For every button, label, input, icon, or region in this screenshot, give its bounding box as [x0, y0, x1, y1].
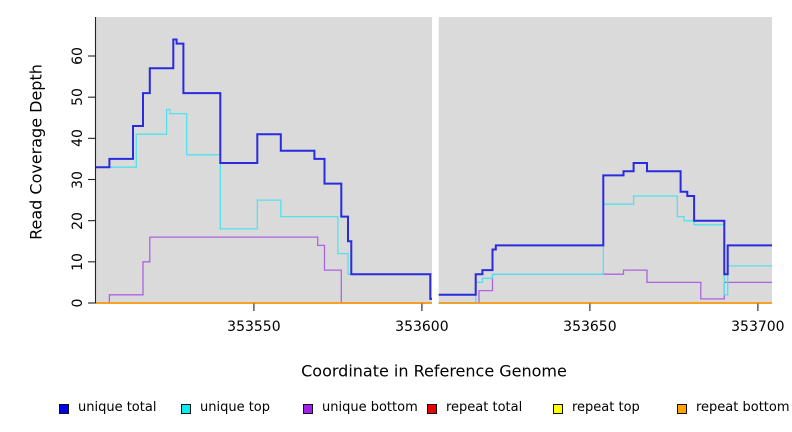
x-tick-label-353600: 353600: [395, 319, 449, 335]
legend-swatch-icon: [181, 404, 191, 414]
legend-swatch-icon: [677, 404, 687, 414]
x-tick-label-353650: 353650: [563, 319, 617, 335]
legend-label: repeat total: [446, 400, 523, 415]
legend-label: unique total: [78, 400, 157, 415]
y-axis-title: Read Coverage Depth: [26, 64, 46, 240]
legend-label: repeat bottom: [696, 400, 790, 415]
y-tick-label-40: 40: [70, 129, 86, 148]
series-unique-top-line-1: [96, 108, 432, 275]
legend-label: repeat top: [572, 400, 640, 415]
x-tick-label-353550: 353550: [227, 319, 281, 335]
y-tick-label-10: 10: [70, 252, 86, 271]
y-tick-label-60: 60: [70, 47, 86, 65]
y-tick-label-30: 30: [70, 170, 86, 189]
legend-swatch-icon: [59, 404, 69, 414]
x-axis-title: Coordinate in Reference Genome: [301, 361, 567, 381]
legend-label: unique bottom: [322, 400, 418, 415]
x-tick-label-353700: 353700: [731, 319, 785, 335]
legend-swatch-icon: [427, 404, 437, 414]
y-tick-label-0: 0: [70, 298, 86, 308]
series-unique-bottom-line-1: [96, 236, 432, 304]
legend-label: unique top: [200, 400, 271, 415]
y-tick-label-20: 20: [70, 211, 86, 230]
coverage-gap-band: [431, 15, 439, 306]
series-unique-total-line-1: [96, 38, 432, 300]
y-tick-label-50: 50: [70, 88, 86, 107]
series-unique-bottom-line-2: [438, 269, 772, 304]
legend-swatch-icon: [553, 404, 563, 414]
series-unique-total-line-2: [438, 162, 772, 296]
legend-swatch-icon: [303, 404, 313, 414]
